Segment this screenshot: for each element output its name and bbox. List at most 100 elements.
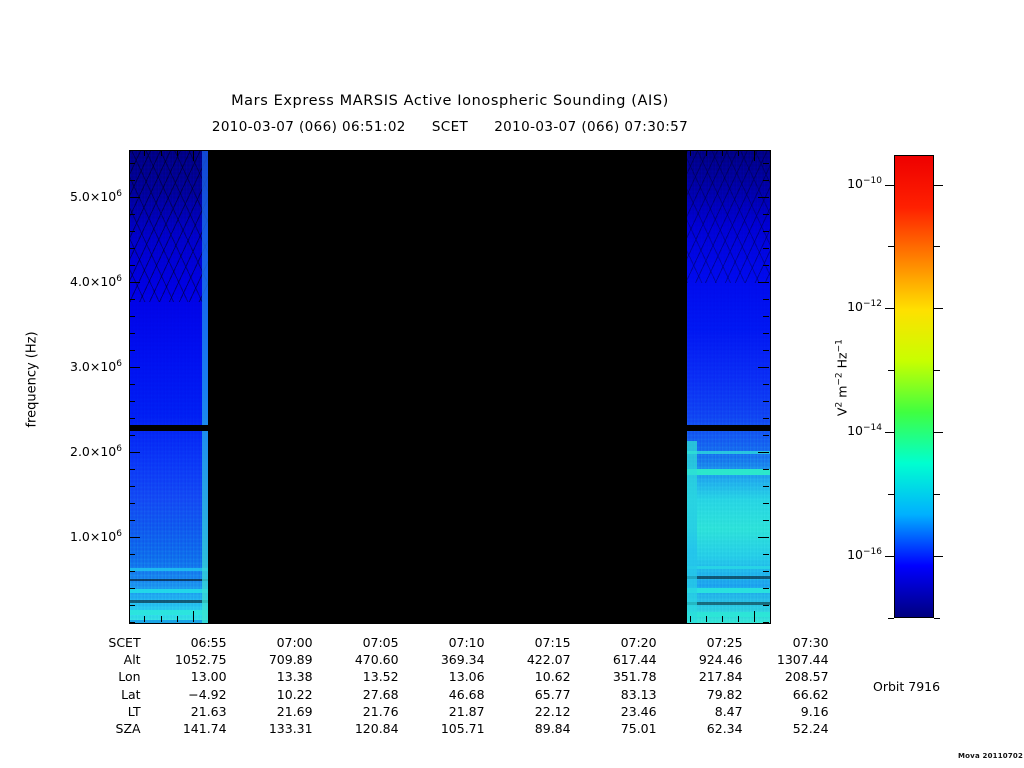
colorbar-minor-tick — [888, 494, 894, 496]
page-title: Mars Express MARSIS Active Ionospheric S… — [231, 93, 669, 109]
cell-scet-7: 07:30 — [792, 635, 829, 650]
cell-alt-1: 709.89 — [268, 652, 313, 668]
colorbar-minor-tick — [888, 370, 894, 372]
cell-lon-0: 13.00 — [190, 669, 227, 685]
colorbar-unit-m-exp: −2 — [834, 372, 845, 386]
table-row: Alt 1052.75 709.89 470.60 369.34 422.07 617.44… — [0, 651, 829, 668]
cell-sza-1: 133.31 — [268, 721, 313, 737]
cell-lt-2: 21.76 — [362, 703, 399, 719]
cell-alt-0: 1052.75 — [174, 652, 227, 668]
ephemeris-table-grid: SCET 06:55 07:00 07:05 07:10 07:15 07:20 07:25 0… — [0, 634, 829, 737]
cell-lat-2: 27.68 — [362, 686, 399, 702]
orbit-label: Orbit 7916 — [873, 679, 941, 694]
row-label-sza: SZA — [115, 721, 141, 737]
y-tick-label-0: 1.0×106 — [70, 528, 122, 545]
cell-lat-5: 83.13 — [620, 686, 657, 702]
cell-lat-6: 79.82 — [706, 686, 743, 702]
row-label-lat: Lat — [121, 686, 141, 702]
cell-alt-5: 617.44 — [612, 652, 657, 668]
cell-sza-6: 62.34 — [706, 721, 743, 737]
cell-lat-3: 46.68 — [448, 686, 485, 702]
table-row: SCET 06:55 07:00 07:05 07:10 07:15 07:20 07:25 0… — [0, 634, 829, 651]
colorbar-major-tick — [885, 184, 894, 186]
colorbar-tick-label-2: 10−12 — [847, 299, 882, 315]
colorbar-major-tick — [934, 556, 943, 558]
cell-lt-7: 9.16 — [800, 703, 829, 719]
y-tick-label-4: 5.0×106 — [70, 188, 122, 204]
colorbar-minor-tick — [934, 618, 940, 619]
cell-lon-5: 351.78 — [612, 669, 657, 685]
colorbar-major-tick — [934, 432, 943, 434]
colorbar-unit-hz: Hz — [834, 352, 850, 373]
cell-alt-2: 470.60 — [354, 652, 399, 668]
colorbar-tick-label-0: 10−16 — [847, 547, 882, 563]
table-row: LT 21.63 21.69 21.76 21.87 22.12 23.46 8.47 9.16 — [0, 703, 829, 720]
table-row: SZA 141.74 133.31 120.84 105.71 89.84 75.01 62.… — [0, 720, 829, 737]
cell-scet-4: 07:15 — [534, 635, 571, 650]
ephemeris-table-body: SCET 06:55 07:00 07:05 07:10 07:15 07:20 07:25 0… — [0, 634, 829, 737]
cell-sza-5: 75.01 — [620, 721, 657, 737]
cell-sza-3: 105.71 — [440, 721, 485, 737]
spectrogram-plot[interactable] — [129, 150, 771, 624]
cell-sza-4: 89.84 — [534, 721, 571, 737]
cell-sza-0: 141.74 — [182, 721, 227, 737]
cell-alt-6: 924.46 — [698, 652, 743, 668]
y-axis-tick-labels: 1.0×106 2.0×106 3.0×106 4.0×106 5.0×106 — [0, 150, 122, 622]
cell-lat-4: 65.77 — [534, 686, 571, 702]
cell-scet-3: 07:10 — [448, 635, 485, 650]
cell-lt-3: 21.87 — [448, 703, 485, 719]
time-range-subtitle: 2010-03-07 (066) 06:51:02 SCET 2010-03-07 … — [0, 119, 900, 135]
colorbar-minor-tick — [934, 370, 940, 372]
cell-alt-7: 1307.44 — [776, 652, 829, 668]
y-tick-label-2: 3.0×106 — [70, 358, 122, 375]
time-system-label: SCET — [431, 119, 469, 135]
spectrogram-left-block — [130, 151, 208, 623]
cell-lon-3: 13.06 — [448, 669, 485, 685]
cell-lon-2: 13.52 — [362, 669, 399, 685]
cell-lat-0: −4.92 — [188, 686, 227, 702]
row-label-lt: LT — [127, 703, 141, 719]
cell-lt-5: 23.46 — [620, 703, 657, 719]
cell-scet-1: 07:00 — [276, 635, 313, 650]
y-axis-title: frequency (Hz) — [24, 331, 40, 428]
end-datetime: 2010-03-07 (066) 07:30:57 — [494, 119, 689, 135]
colorbar-unit-v: V — [834, 407, 850, 417]
colorbar — [894, 155, 934, 618]
colorbar-minor-tick — [934, 494, 940, 496]
cell-lon-6: 217.84 — [698, 669, 743, 685]
y-tick-label-1: 2.0×106 — [70, 443, 122, 460]
start-datetime: 2010-03-07 (066) 06:51:02 — [211, 119, 406, 135]
cell-lon-4: 10.62 — [534, 669, 571, 685]
colorbar-minor-tick — [934, 246, 940, 248]
cell-lt-6: 8.47 — [714, 703, 743, 719]
colorbar-major-tick — [934, 308, 943, 310]
receiver-band-gap — [687, 425, 770, 431]
row-label-alt: Alt — [123, 652, 141, 668]
colorbar-major-tick — [885, 432, 894, 434]
cell-lt-1: 21.69 — [276, 703, 313, 719]
colorbar-major-tick — [885, 556, 894, 558]
cell-sza-7: 52.24 — [792, 721, 829, 737]
colorbar-unit-m: m — [834, 385, 850, 402]
cell-alt-3: 369.34 — [440, 652, 485, 668]
cell-scet-5: 07:20 — [620, 635, 657, 650]
cell-lat-1: 10.22 — [276, 686, 313, 702]
cell-scet-0: 06:55 — [190, 635, 227, 650]
receiver-band-gap — [130, 425, 208, 431]
cell-scet-6: 07:25 — [706, 635, 743, 650]
watermark-label: Mova 20110702 — [958, 752, 1024, 760]
colorbar-title: V2 m−2 Hz−1 — [834, 298, 849, 458]
spectrogram-right-block — [687, 151, 770, 623]
row-label-scet: SCET — [108, 635, 141, 650]
colorbar-minor-tick — [888, 618, 894, 619]
cell-lt-4: 22.12 — [534, 703, 571, 719]
colorbar-gradient — [895, 156, 933, 617]
cell-lat-7: 66.62 — [792, 686, 829, 702]
colorbar-minor-tick — [888, 246, 894, 248]
colorbar-tick-label-3: 10−10 — [847, 175, 882, 191]
cell-lon-1: 13.38 — [276, 669, 313, 685]
colorbar-unit-v-exp: 2 — [834, 401, 845, 408]
y-tick-label-3: 4.0×106 — [70, 273, 122, 289]
table-row: Lat −4.92 10.22 27.68 46.68 65.77 83.13 79.82 66… — [0, 686, 829, 703]
cell-alt-4: 422.07 — [526, 652, 571, 668]
